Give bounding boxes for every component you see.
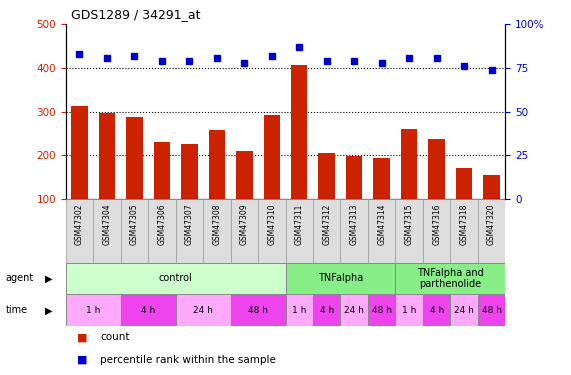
FancyBboxPatch shape: [368, 199, 395, 262]
Text: GSM47313: GSM47313: [349, 204, 359, 245]
Text: GSM47306: GSM47306: [158, 204, 166, 246]
FancyBboxPatch shape: [66, 262, 286, 294]
Text: 48 h: 48 h: [481, 306, 501, 315]
FancyBboxPatch shape: [231, 294, 286, 326]
Bar: [154, 142, 170, 199]
Bar: [126, 117, 143, 199]
Bar: [208, 130, 225, 199]
FancyBboxPatch shape: [395, 262, 505, 294]
Text: 48 h: 48 h: [372, 306, 392, 315]
Text: GSM47318: GSM47318: [460, 204, 469, 245]
Bar: [181, 144, 198, 199]
FancyBboxPatch shape: [340, 294, 368, 326]
Text: agent: agent: [6, 273, 34, 284]
Text: GSM47307: GSM47307: [185, 204, 194, 246]
FancyBboxPatch shape: [368, 294, 395, 326]
FancyBboxPatch shape: [313, 294, 340, 326]
Bar: [236, 151, 252, 199]
Text: 1 h: 1 h: [402, 306, 416, 315]
FancyBboxPatch shape: [478, 199, 505, 262]
Text: GSM47309: GSM47309: [240, 204, 249, 246]
Bar: [456, 168, 472, 199]
FancyBboxPatch shape: [451, 294, 478, 326]
FancyBboxPatch shape: [340, 199, 368, 262]
Text: GSM47302: GSM47302: [75, 204, 84, 245]
Text: ▶: ▶: [45, 305, 53, 315]
Bar: [99, 113, 115, 199]
Bar: [373, 158, 390, 199]
FancyBboxPatch shape: [395, 199, 423, 262]
FancyBboxPatch shape: [478, 294, 505, 326]
Text: GSM47314: GSM47314: [377, 204, 386, 245]
Text: 4 h: 4 h: [429, 306, 444, 315]
Text: percentile rank within the sample: percentile rank within the sample: [100, 355, 276, 365]
FancyBboxPatch shape: [395, 294, 423, 326]
Text: GSM47310: GSM47310: [267, 204, 276, 245]
FancyBboxPatch shape: [203, 199, 231, 262]
Text: 24 h: 24 h: [454, 306, 474, 315]
FancyBboxPatch shape: [66, 199, 93, 262]
Bar: [401, 129, 417, 199]
FancyBboxPatch shape: [258, 199, 286, 262]
Bar: [291, 65, 307, 199]
FancyBboxPatch shape: [120, 199, 148, 262]
FancyBboxPatch shape: [176, 294, 231, 326]
Text: GSM47312: GSM47312: [322, 204, 331, 245]
Bar: [263, 116, 280, 199]
FancyBboxPatch shape: [148, 199, 176, 262]
Text: count: count: [100, 333, 130, 342]
Text: 1 h: 1 h: [86, 306, 100, 315]
Text: ■: ■: [77, 355, 87, 365]
Text: GSM47305: GSM47305: [130, 204, 139, 246]
Text: GSM47311: GSM47311: [295, 204, 304, 245]
Text: ■: ■: [77, 333, 87, 342]
Text: ▶: ▶: [45, 273, 53, 284]
FancyBboxPatch shape: [423, 294, 451, 326]
FancyBboxPatch shape: [93, 199, 120, 262]
Bar: [319, 153, 335, 199]
Text: TNFalpha and
parthenolide: TNFalpha and parthenolide: [417, 268, 484, 289]
FancyBboxPatch shape: [313, 199, 340, 262]
Bar: [71, 106, 88, 199]
Text: 24 h: 24 h: [344, 306, 364, 315]
Text: GSM47308: GSM47308: [212, 204, 222, 245]
Text: 4 h: 4 h: [141, 306, 155, 315]
Bar: [428, 139, 445, 199]
FancyBboxPatch shape: [286, 199, 313, 262]
FancyBboxPatch shape: [451, 199, 478, 262]
Text: GSM47304: GSM47304: [102, 204, 111, 246]
Text: 24 h: 24 h: [193, 306, 213, 315]
FancyBboxPatch shape: [231, 199, 258, 262]
Text: control: control: [159, 273, 192, 284]
Bar: [346, 156, 363, 199]
FancyBboxPatch shape: [66, 294, 120, 326]
Text: GDS1289 / 34291_at: GDS1289 / 34291_at: [71, 8, 201, 21]
Text: TNFalpha: TNFalpha: [318, 273, 363, 284]
Bar: [483, 175, 500, 199]
FancyBboxPatch shape: [286, 262, 395, 294]
Text: 48 h: 48 h: [248, 306, 268, 315]
Text: time: time: [6, 305, 28, 315]
FancyBboxPatch shape: [286, 294, 313, 326]
Text: 1 h: 1 h: [292, 306, 307, 315]
FancyBboxPatch shape: [423, 199, 451, 262]
Text: 4 h: 4 h: [320, 306, 334, 315]
Text: GSM47316: GSM47316: [432, 204, 441, 245]
Text: GSM47315: GSM47315: [405, 204, 413, 245]
Text: GSM47320: GSM47320: [487, 204, 496, 245]
FancyBboxPatch shape: [176, 199, 203, 262]
FancyBboxPatch shape: [120, 294, 176, 326]
